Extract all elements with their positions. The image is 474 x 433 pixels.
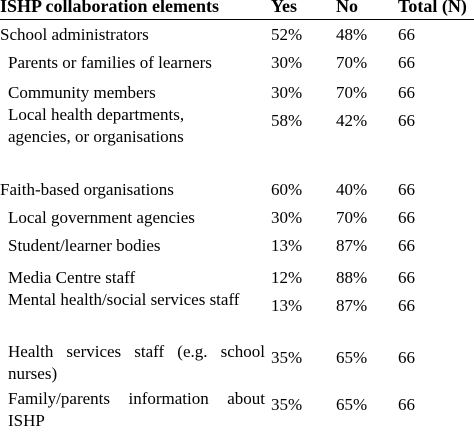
- row-yes: 12%: [271, 268, 303, 287]
- row-no: 48%: [336, 25, 368, 44]
- row-no: 70%: [336, 53, 368, 72]
- row-total: 66: [398, 25, 415, 44]
- row-no: 42%: [336, 111, 368, 130]
- row-no: 88%: [336, 268, 368, 287]
- row-no: 65%: [336, 395, 368, 414]
- row-total: 66: [398, 348, 415, 367]
- table-row: Mental health/social services staff 13% …: [0, 289, 474, 333]
- row-yes: 52%: [271, 25, 303, 44]
- row-total: 66: [398, 53, 415, 72]
- row-yes: 35%: [271, 348, 303, 367]
- row-yes: 30%: [271, 83, 303, 102]
- row-total: 66: [398, 296, 415, 315]
- header-element: ISHP collaboration elements: [0, 0, 219, 16]
- row-total: 66: [398, 236, 415, 255]
- row-label: Parents or families of learners: [8, 53, 212, 72]
- header-yes: Yes: [271, 0, 297, 16]
- row-label: Health services staff (e.g. school nurse…: [8, 342, 265, 383]
- row-label: School administrators: [0, 25, 149, 44]
- row-no: 40%: [336, 180, 368, 199]
- table-row: Health services staff (e.g. school nurse…: [0, 341, 474, 385]
- table-row: Local health departments, agencies, or o…: [0, 104, 474, 170]
- row-total: 66: [398, 83, 415, 102]
- row-yes: 30%: [271, 208, 303, 227]
- table-header: ISHP collaboration elements Yes No Total…: [0, 0, 474, 20]
- row-total: 66: [398, 111, 415, 130]
- row-yes: 58%: [271, 111, 303, 130]
- row-yes: 35%: [271, 395, 303, 414]
- row-yes: 60%: [271, 180, 303, 199]
- row-total: 66: [398, 268, 415, 287]
- row-total: 66: [398, 208, 415, 227]
- row-no: 87%: [336, 236, 368, 255]
- row-label: Family/parents information about ISHP: [8, 389, 265, 430]
- row-yes: 30%: [271, 53, 303, 72]
- row-total: 66: [398, 395, 415, 414]
- row-yes: 13%: [271, 296, 303, 315]
- table-row: Family/parents information about ISHP 35…: [0, 388, 474, 432]
- row-total: 66: [398, 180, 415, 199]
- row-no: 70%: [336, 208, 368, 227]
- row-label: Local government agencies: [8, 208, 195, 227]
- row-yes: 13%: [271, 236, 303, 255]
- header-total: Total (N): [398, 0, 467, 16]
- row-no: 87%: [336, 296, 368, 315]
- row-no: 65%: [336, 348, 368, 367]
- row-label: Student/learner bodies: [8, 236, 161, 255]
- row-no: 70%: [336, 83, 368, 102]
- row-label: Local health departments, agencies, or o…: [8, 105, 185, 146]
- row-label: Faith-based organisations: [0, 180, 174, 199]
- row-label: Community members: [8, 83, 156, 102]
- row-label: Mental health/social services staff: [8, 290, 240, 309]
- row-label: Media Centre staff: [8, 268, 136, 287]
- header-no: No: [336, 0, 358, 16]
